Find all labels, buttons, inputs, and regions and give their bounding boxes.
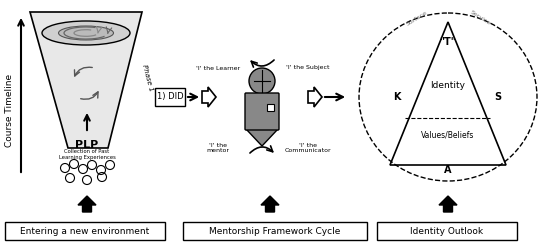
Text: K: K [393,92,401,102]
FancyBboxPatch shape [377,222,517,240]
Text: Course Timeline: Course Timeline [5,73,15,147]
FancyBboxPatch shape [155,88,185,106]
FancyBboxPatch shape [245,93,279,130]
Text: Collection of Past
Learning Experiences: Collection of Past Learning Experiences [59,149,116,160]
FancyBboxPatch shape [5,222,165,240]
Polygon shape [246,129,278,146]
Text: Service: Service [469,10,491,26]
FancyBboxPatch shape [267,104,274,111]
FancyArrow shape [308,87,322,107]
FancyArrow shape [261,196,279,212]
Text: Surface: Surface [406,9,428,26]
FancyBboxPatch shape [183,222,367,240]
Text: 'I' the Subject: 'I' the Subject [286,66,330,70]
Text: 'I' the Learner: 'I' the Learner [196,66,240,70]
Ellipse shape [42,21,130,45]
FancyArrow shape [78,196,96,212]
Ellipse shape [59,26,114,40]
Polygon shape [30,12,142,148]
Text: S: S [494,92,501,102]
Text: 1) DID: 1) DID [157,92,183,101]
Text: Values/Beliefs: Values/Beliefs [421,130,475,139]
Text: A: A [444,165,452,175]
Circle shape [249,68,275,94]
Text: PLP: PLP [75,140,98,150]
FancyArrow shape [439,196,457,212]
Text: Mentorship Framework Cycle: Mentorship Framework Cycle [209,227,341,235]
Text: "T": "T" [440,37,456,47]
FancyArrow shape [202,87,216,107]
Text: 'I' the
Communicator: 'I' the Communicator [285,143,331,153]
Text: Phase 1: Phase 1 [141,64,154,92]
Text: Entering a new environment: Entering a new environment [20,227,150,235]
Text: Identity: Identity [430,81,465,90]
Text: Identity Outlook: Identity Outlook [410,227,484,235]
Ellipse shape [359,13,537,181]
Text: 'I' the
mentor: 'I' the mentor [207,143,230,153]
